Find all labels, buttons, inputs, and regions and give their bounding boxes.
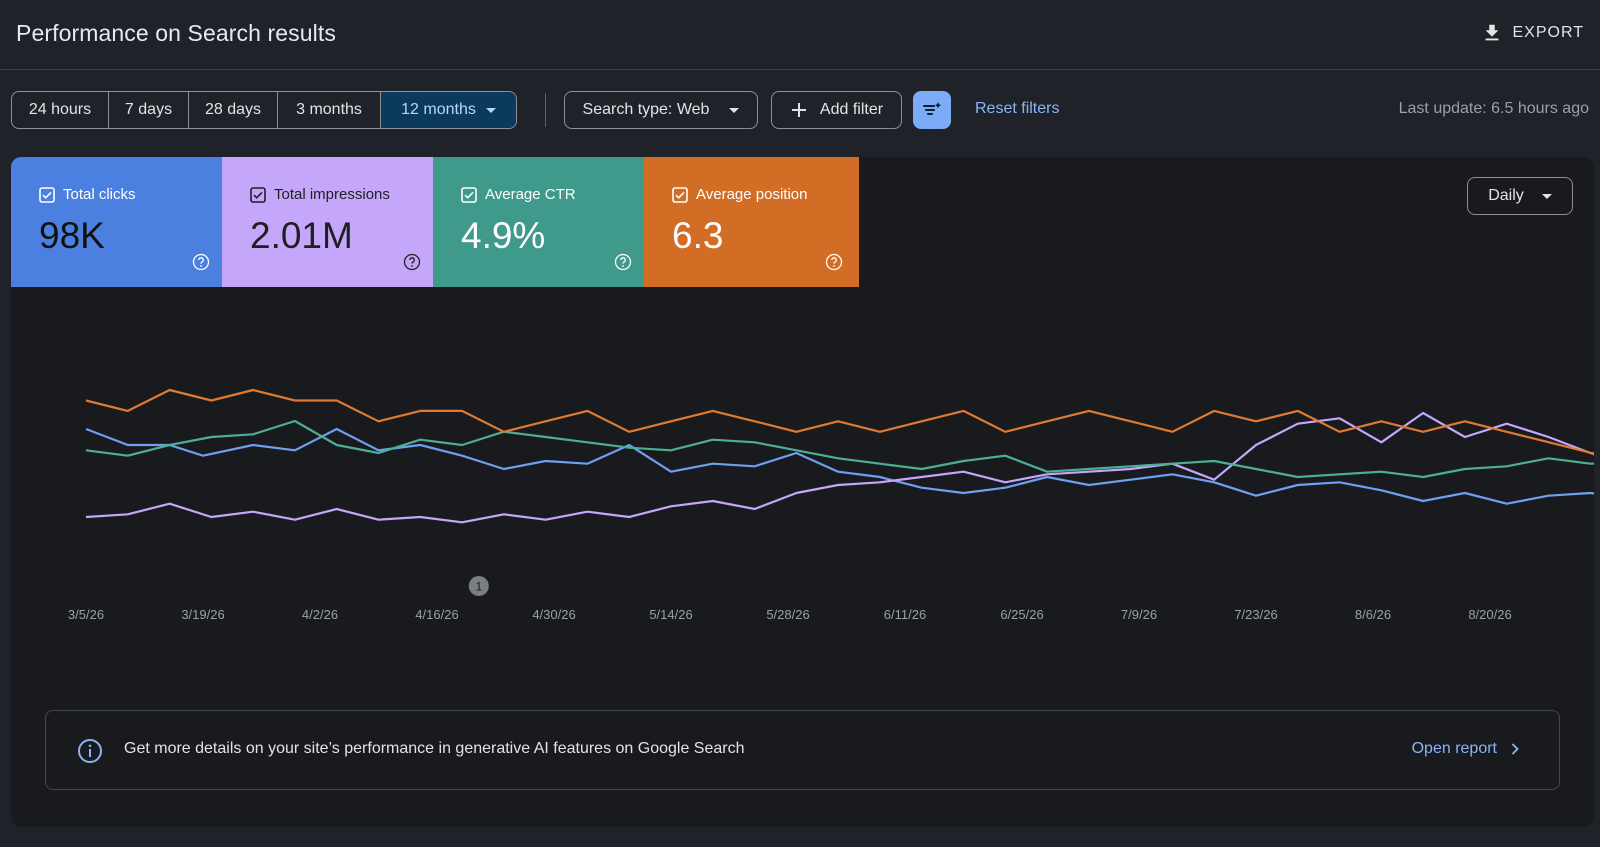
open-report-label: Open report [1411,740,1497,757]
info-text: Get more details on your site’s performa… [124,740,745,757]
chevron-right-icon [1511,743,1519,755]
metric-value: 98K [39,215,105,256]
help-circle-icon[interactable] [403,253,421,271]
range-7-days[interactable]: 7 days [109,92,189,128]
export-label: EXPORT [1512,24,1584,41]
range-28-days[interactable]: 28 days [189,92,278,128]
filter-sparkle-icon [923,102,942,115]
x-tick-label: 8/6/26 [1355,607,1391,622]
add-filter-label: Add filter [819,101,884,118]
toolbar-divider [545,93,546,127]
metric-label: Total clicks [63,186,136,203]
search-type-dropdown[interactable]: Search type: Web [564,91,758,129]
range-24-hours[interactable]: 24 hours [12,92,109,128]
x-tick-label: 5/28/26 [766,607,809,622]
caret-down-icon [729,107,740,113]
metric-value: 2.01M [250,215,353,256]
x-tick-label: 6/25/26 [1000,607,1043,622]
metric-card-total-clicks[interactable]: Total clicks 98K [11,157,226,287]
series-line-total-clicks [85,427,1594,505]
last-update-text: Last update: 6.5 hours ago [1398,100,1589,117]
series-line-total-impressions [85,411,1594,524]
granularity-dropdown[interactable]: Daily [1467,177,1573,215]
x-tick-label: 7/23/26 [1234,607,1277,622]
series-line-average-position [85,388,1594,456]
x-tick-label: 6/11/26 [884,607,926,622]
series-line-average-ctr [85,419,1594,479]
ai-features-info-banner: Get more details on your site’s performa… [45,710,1560,790]
metric-value: 4.9% [461,215,546,256]
granularity-label: Daily [1488,187,1524,204]
help-circle-icon[interactable] [192,253,210,271]
annotation-marker[interactable]: 1 [468,576,489,596]
download-icon [1485,24,1498,41]
help-circle-icon[interactable] [614,253,632,271]
page-header: Performance on Search results EXPORT [0,0,1600,70]
range-12-months[interactable]: 12 months [381,92,516,128]
x-tick-label: 4/16/26 [415,607,458,622]
smart-filter-button[interactable] [913,91,951,129]
checkbox-checked-icon [39,186,55,203]
x-tick-label: 4/30/26 [532,607,575,622]
reset-filters-link[interactable]: Reset filters [975,100,1060,117]
caret-down-icon [485,107,496,113]
x-tick-label: 4/2/26 [302,607,338,622]
plus-icon [791,103,806,117]
add-filter-button[interactable]: Add filter [771,91,902,129]
metric-card-average-position[interactable]: Average position 6.3 [644,157,859,287]
help-circle-icon[interactable] [825,253,843,271]
metric-card-total-impressions[interactable]: Total impressions 2.01M [222,157,437,287]
info-icon [78,739,102,763]
x-tick-label: 8/20/26 [1468,607,1511,622]
checkbox-checked-icon [250,186,266,203]
range-3-months[interactable]: 3 months [278,92,381,128]
caret-down-icon [1541,193,1552,199]
search-type-label: Search type: Web [582,101,710,118]
x-tick-label: 5/14/26 [649,607,692,622]
filter-toolbar: 24 hours 7 days 28 days 3 months 12 mont… [11,91,1589,129]
performance-panel: Total clicks 98K Total impressions 2.01M… [11,157,1594,827]
metric-label: Average CTR [485,186,576,203]
date-range-selector: 24 hours 7 days 28 days 3 months 12 mont… [11,91,517,129]
performance-line-chart[interactable]: 3/5/26 3/19/26 4/2/26 4/16/26 4/30/26 5/14/26… [11,287,1594,657]
checkbox-checked-icon [672,186,688,203]
metric-label: Total impressions [274,186,390,203]
export-button[interactable]: EXPORT [1481,18,1585,48]
svg-text:1: 1 [475,580,482,594]
x-tick-label: 3/5/26 [68,607,104,622]
range-12-months-label: 12 months [401,101,476,118]
checkbox-checked-icon [461,186,477,203]
page-title: Performance on Search results [16,20,336,46]
metric-label: Average position [696,186,808,203]
x-tick-label: 3/19/26 [181,607,224,622]
metric-card-average-ctr[interactable]: Average CTR 4.9% [433,157,648,287]
x-tick-label: 7/9/26 [1121,607,1157,622]
open-report-link[interactable]: Open report [1412,740,1519,758]
metric-value: 6.3 [672,215,724,256]
